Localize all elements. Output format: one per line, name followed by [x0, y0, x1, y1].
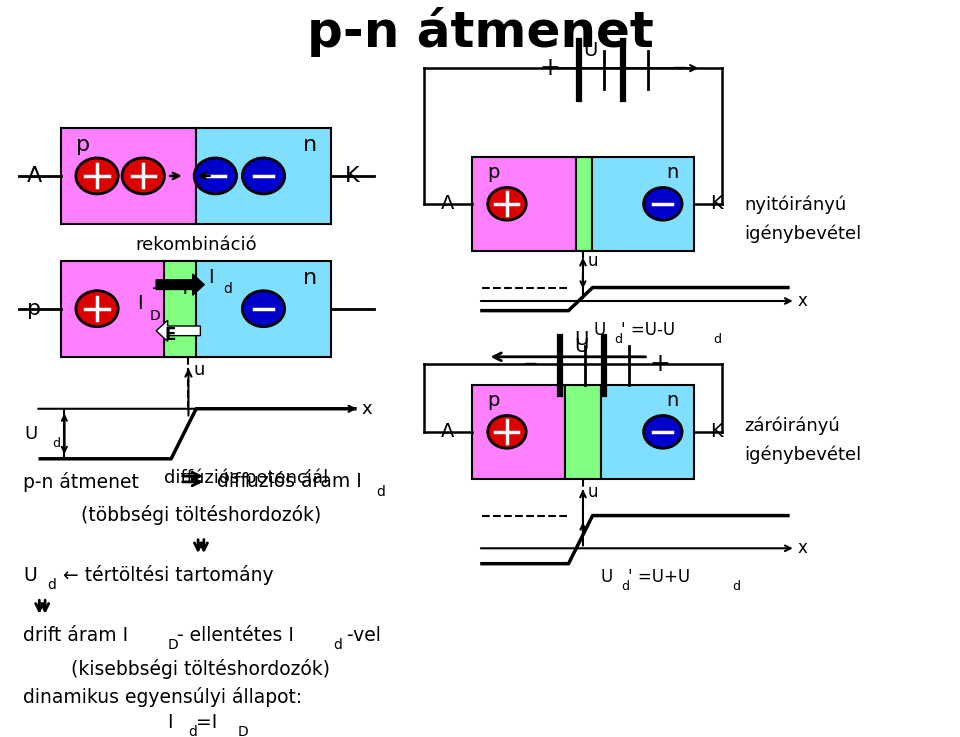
Bar — [164, 261, 202, 357]
Text: U: U — [600, 568, 612, 586]
Text: –: – — [524, 349, 538, 377]
Text: ' =U-U: ' =U-U — [621, 321, 676, 339]
Text: ← tértöltési tartomány: ← tértöltési tartomány — [57, 565, 274, 585]
Text: d: d — [52, 437, 60, 450]
Text: n: n — [666, 163, 679, 181]
Ellipse shape — [242, 158, 285, 194]
Text: K: K — [345, 166, 359, 186]
Text: U: U — [23, 566, 36, 584]
Text: x: x — [362, 399, 372, 418]
Text: d: d — [188, 725, 198, 737]
Text: D: D — [150, 310, 160, 324]
Text: x: x — [798, 292, 807, 310]
Text: d: d — [614, 333, 623, 346]
FancyArrow shape — [156, 321, 201, 341]
Bar — [472, 385, 565, 479]
Text: U: U — [574, 330, 588, 349]
Text: =I: =I — [196, 713, 217, 732]
Text: +: + — [650, 352, 670, 376]
Text: d: d — [732, 580, 740, 593]
Text: K: K — [710, 422, 723, 441]
Text: -vel: -vel — [342, 626, 381, 646]
Text: n: n — [302, 135, 317, 155]
FancyArrow shape — [156, 274, 204, 296]
Text: A: A — [27, 166, 42, 186]
Text: p: p — [488, 163, 499, 181]
Ellipse shape — [242, 290, 285, 326]
Text: u: u — [588, 251, 598, 270]
Ellipse shape — [488, 416, 526, 448]
Text: p-n átmenet: p-n átmenet — [306, 7, 654, 57]
Text: n: n — [666, 391, 679, 410]
Text: U: U — [574, 337, 588, 356]
Text: nyitóirányú: nyitóirányú — [745, 195, 847, 214]
Text: I: I — [167, 713, 173, 732]
Text: E: E — [165, 326, 177, 343]
Ellipse shape — [76, 290, 118, 326]
Text: igénybevétel: igénybevétel — [745, 446, 862, 464]
Text: d: d — [621, 580, 630, 593]
Text: d: d — [47, 578, 56, 592]
Text: igénybevétel: igénybevétel — [745, 224, 862, 243]
Text: A: A — [441, 195, 454, 213]
Ellipse shape — [122, 158, 164, 194]
Text: x: x — [798, 539, 807, 557]
Text: d: d — [713, 333, 721, 346]
Bar — [196, 261, 331, 357]
Bar — [565, 385, 601, 479]
Bar — [61, 128, 196, 224]
Bar — [576, 157, 591, 251]
Bar — [196, 128, 331, 224]
Text: diffuziós áram I: diffuziós áram I — [210, 472, 361, 492]
Bar — [61, 261, 196, 357]
Bar — [591, 157, 694, 251]
Ellipse shape — [643, 187, 682, 220]
Text: K: K — [710, 195, 723, 213]
Text: -: - — [152, 278, 160, 298]
Text: u: u — [193, 361, 204, 380]
Text: dinamikus egyensúlyi állapot:: dinamikus egyensúlyi állapot: — [23, 688, 302, 708]
Text: záróirányú: záróirányú — [745, 417, 840, 436]
Ellipse shape — [194, 158, 236, 194]
Text: - ellentétes I: - ellentétes I — [177, 626, 294, 646]
Text: U: U — [24, 425, 37, 443]
Text: (kisebbségi töltéshordozók): (kisebbségi töltéshordozók) — [71, 659, 330, 679]
Ellipse shape — [643, 416, 682, 448]
Text: d: d — [224, 282, 232, 296]
Text: (többségi töltéshordozók): (többségi töltéshordozók) — [81, 505, 321, 525]
Text: I: I — [208, 268, 214, 287]
Text: ' =U+U: ' =U+U — [628, 568, 690, 586]
Text: diffúziós potenciál: diffúziós potenciál — [164, 469, 328, 487]
Text: U: U — [584, 41, 598, 60]
Text: I: I — [137, 294, 143, 313]
Ellipse shape — [488, 187, 526, 220]
Text: drift áram I: drift áram I — [23, 626, 128, 646]
Bar — [601, 385, 694, 479]
Text: d: d — [334, 638, 343, 652]
Text: –: – — [672, 54, 686, 82]
Text: D: D — [237, 725, 249, 737]
Bar — [472, 157, 576, 251]
Text: D: D — [167, 638, 178, 652]
Text: +: + — [176, 278, 194, 298]
Text: p-n átmenet: p-n átmenet — [23, 472, 145, 492]
Text: +: + — [540, 56, 561, 80]
Text: p: p — [76, 135, 89, 155]
Text: n: n — [302, 268, 317, 288]
Text: U: U — [593, 321, 606, 339]
Text: p: p — [28, 298, 41, 318]
Ellipse shape — [76, 158, 118, 194]
Text: d: d — [376, 484, 385, 498]
Text: rekombináció: rekombináció — [135, 236, 257, 254]
Text: A: A — [441, 422, 454, 441]
Text: p: p — [488, 391, 499, 410]
Text: u: u — [588, 483, 598, 501]
